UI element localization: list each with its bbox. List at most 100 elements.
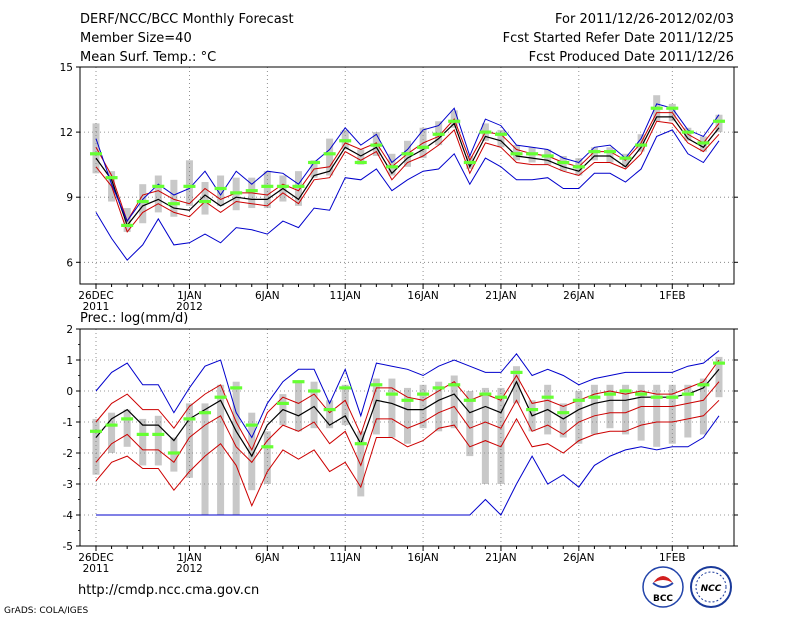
range-bar-0-26 <box>497 129 505 148</box>
header-variable: Mean Surf. Temp.: °C <box>80 50 216 65</box>
x-tick-label-1-1: 1JAN <box>177 552 202 564</box>
x-tick-sublabel-1-1: 2012 <box>176 563 203 575</box>
x-tick-label-0-6: 26JAN <box>563 290 594 302</box>
range-bar-1-4 <box>154 415 162 466</box>
ncc-logo-ring <box>690 566 732 608</box>
range-bar-1-30 <box>559 403 567 438</box>
y-tick-label-1-7: 2 <box>66 324 73 336</box>
footer-credit: GrADS: COLA/IGES <box>4 606 88 616</box>
range-bar-1-8 <box>217 384 225 515</box>
header-member-size: Member Size=40 <box>80 31 192 46</box>
ncc-logo-inner-ring <box>695 571 727 603</box>
y-tick-label-1-2: -3 <box>63 479 73 491</box>
range-bar-0-5 <box>170 179 178 217</box>
x-tick-label-1-2: 6JAN <box>255 552 280 564</box>
range-bar-0-32 <box>590 147 598 161</box>
x-tick-label-1-0: 26DEC <box>78 552 113 564</box>
range-bar-1-19 <box>388 378 396 438</box>
range-bar-1-36 <box>653 384 661 447</box>
range-bar-0-33 <box>606 147 614 163</box>
range-bar-0-3 <box>139 184 147 224</box>
y-tick-label-1-4: -1 <box>63 417 73 429</box>
series-max-line-0 <box>95 103 720 223</box>
x-tick-label-1-3: 11JAN <box>330 552 361 564</box>
bcc-logo-swirl-icon <box>653 576 673 583</box>
range-bar-1-27 <box>513 366 521 404</box>
range-bar-0-19 <box>388 153 396 176</box>
x-tick-label-1-5: 21JAN <box>485 552 516 564</box>
range-bar-1-32 <box>590 384 598 435</box>
range-bar-0-0 <box>92 123 100 174</box>
header-period: For 2011/12/26-2012/02/03 <box>555 12 734 27</box>
x-tick-label-0-5: 21JAN <box>485 290 516 302</box>
y-tick-label-0-3: 15 <box>60 62 73 74</box>
x-tick-label-0-4: 16JAN <box>407 290 438 302</box>
range-bar-1-3 <box>139 418 147 466</box>
series-max-line-1 <box>95 350 720 439</box>
range-bar-1-2 <box>123 409 131 447</box>
series-lower-line-1 <box>95 381 720 467</box>
header-title: DERF/NCC/BCC Monthly Forecast <box>80 12 294 27</box>
range-bar-1-37 <box>668 384 676 444</box>
y-tick-label-0-2: 12 <box>60 127 73 139</box>
range-bar-1-10 <box>248 412 256 491</box>
range-bar-1-13 <box>294 381 302 432</box>
footer-url[interactable]: http://cmdp.ncc.cma.gov.cn <box>78 583 259 598</box>
range-bar-1-1 <box>108 412 116 453</box>
bcc-logo-text: BCC <box>653 594 673 604</box>
plot-frame-0 <box>79 66 735 285</box>
range-bar-1-0 <box>92 418 100 475</box>
range-bar-0-17 <box>357 149 365 165</box>
range-bar-1-18 <box>372 378 380 435</box>
range-bar-1-39 <box>699 378 707 435</box>
y-tick-label-1-1: -4 <box>63 510 74 522</box>
y-tick-label-0-0: 6 <box>66 257 73 269</box>
x-tick-label-0-0: 26DEC <box>78 290 113 302</box>
x-tick-label-0-7: 1FEB <box>659 290 686 302</box>
range-bar-1-21 <box>419 384 427 429</box>
range-bar-1-7 <box>201 403 209 515</box>
header-start-date: Fcst Started Refer Date 2011/12/25 <box>503 31 734 46</box>
range-bar-1-25 <box>481 387 489 484</box>
range-bar-0-11 <box>263 171 271 209</box>
range-bar-0-13 <box>294 171 302 206</box>
range-bar-1-9 <box>232 381 240 515</box>
range-bar-1-23 <box>450 375 458 429</box>
series-lower-line-0 <box>95 120 720 233</box>
x-tick-label-1-4: 16JAN <box>407 552 438 564</box>
precip-panel-title: Prec.: log(mm/d) <box>80 311 188 326</box>
y-tick-label-0-1: 9 <box>66 192 73 204</box>
ncc-logo-text: NCC <box>701 584 722 594</box>
range-bar-1-34 <box>622 384 630 435</box>
range-bar-1-24 <box>466 391 474 457</box>
range-bar-1-33 <box>606 384 614 429</box>
range-bar-1-38 <box>684 384 692 438</box>
range-bar-1-16 <box>341 384 349 426</box>
y-tick-label-1-0: -5 <box>63 541 73 553</box>
series-min-line-0 <box>95 129 720 261</box>
x-tick-sublabel-1-0: 2011 <box>83 563 110 575</box>
x-tick-label-0-2: 6JAN <box>255 290 280 302</box>
range-bar-0-7 <box>201 182 209 215</box>
bcc-logo-wave-icon <box>652 582 674 588</box>
ncc-logo: NCC <box>690 566 732 608</box>
x-tick-label-1-6: 26JAN <box>563 552 594 564</box>
y-tick-label-1-3: -2 <box>63 448 73 460</box>
y-tick-label-1-6: 1 <box>66 355 73 367</box>
x-tick-label-0-3: 11JAN <box>330 290 361 302</box>
range-bar-1-35 <box>637 384 645 441</box>
range-bar-1-20 <box>404 387 411 444</box>
range-bar-1-40 <box>715 356 723 398</box>
series-min-line-1 <box>96 415 720 516</box>
x-tick-label-0-1: 1JAN <box>177 290 202 302</box>
bcc-logo: BCC <box>642 566 684 608</box>
header-produced-date: Fcst Produced Date 2011/12/26 <box>529 50 734 65</box>
range-bar-0-4 <box>154 175 162 213</box>
range-bar-1-26 <box>497 387 505 484</box>
range-bar-0-15 <box>326 138 334 176</box>
series-spread_low-line-1 <box>95 399 720 507</box>
x-tick-label-1-7: 1FEB <box>659 552 686 564</box>
